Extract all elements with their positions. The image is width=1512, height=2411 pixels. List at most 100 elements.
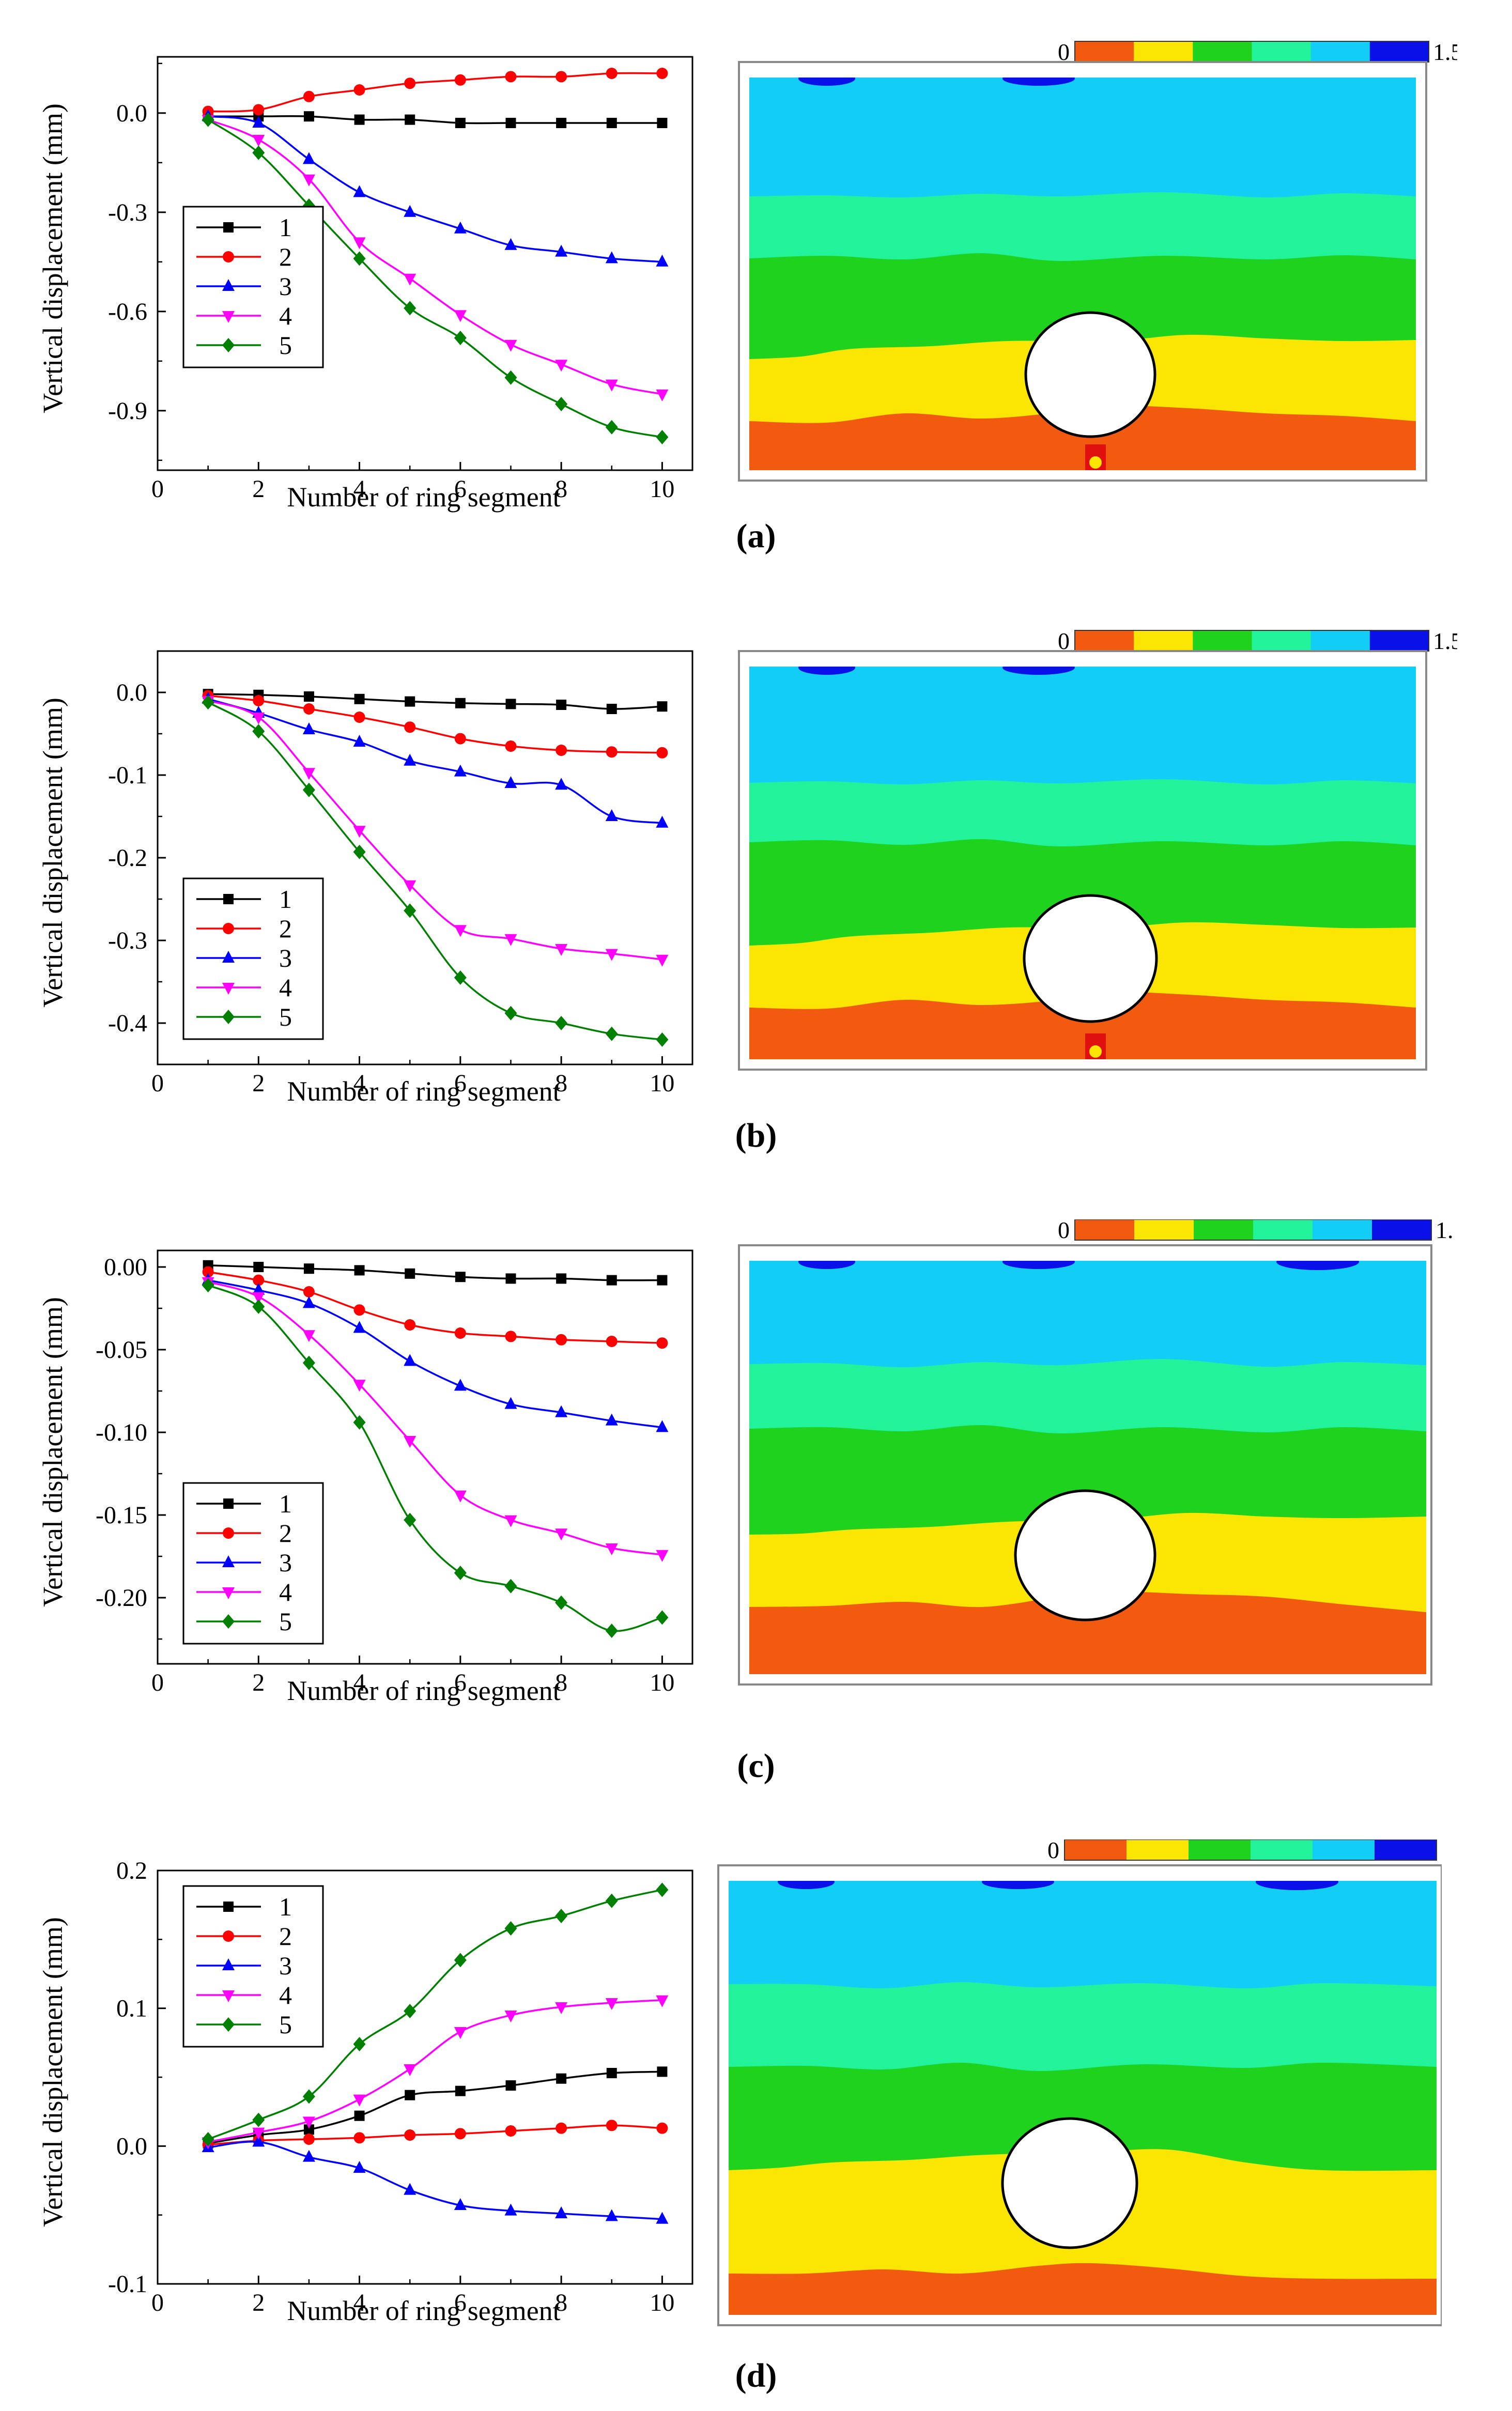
legend-label: 5 <box>279 1002 292 1031</box>
data-point <box>454 970 467 985</box>
data-point <box>656 389 669 401</box>
data-point <box>556 1334 567 1346</box>
data-point <box>605 1624 618 1638</box>
yellow-spot <box>1089 456 1102 469</box>
legend-item: 2 <box>196 242 292 271</box>
colorbar-segment <box>1310 41 1370 62</box>
data-point <box>353 2094 366 2107</box>
data-point <box>555 1528 568 1541</box>
data-point <box>605 2209 618 2221</box>
legend-label: 5 <box>279 2010 292 2039</box>
data-point <box>555 1405 568 1417</box>
x-tick-label: 4 <box>353 475 366 503</box>
legend-item: 3 <box>196 272 292 301</box>
data-point <box>656 1337 668 1349</box>
data-point <box>303 90 315 102</box>
x-tick-label: 6 <box>454 1669 467 1696</box>
data-point <box>605 949 618 961</box>
data-point <box>404 1319 416 1331</box>
data-point <box>555 244 568 257</box>
series-line <box>208 1279 662 1429</box>
data-point <box>504 2203 517 2216</box>
x-tick-label: 10 <box>650 2289 674 2316</box>
y-tick-label: 0.2 <box>116 1857 147 1884</box>
legend-marker <box>222 1010 235 1024</box>
x-tick-label: 2 <box>252 475 265 503</box>
x-axis-label: Number of ring segment <box>287 482 560 513</box>
data-point <box>606 68 618 79</box>
data-point <box>353 712 365 723</box>
y-axis-label: Vertical displacement (mm) <box>37 698 68 1008</box>
data-point <box>404 1436 416 1448</box>
data-point <box>454 1566 467 1580</box>
tunnel-opening <box>1023 894 1158 1023</box>
y-tick-label: 0.1 <box>116 1995 147 2022</box>
legend-item: 3 <box>196 1951 292 1980</box>
data-point <box>656 1610 669 1625</box>
data-point <box>353 844 366 859</box>
data-point <box>605 1998 618 2010</box>
contour-map-d: 01.5 <box>717 1840 1442 2326</box>
data-point <box>302 2089 315 2104</box>
colorbar-segment <box>1313 1840 1375 1860</box>
data-point <box>605 1413 618 1426</box>
data-point <box>504 776 517 788</box>
data-point <box>404 301 416 316</box>
series-line <box>207 1889 662 2140</box>
data-point <box>454 1379 467 1391</box>
y-axis-label: Vertical displacement (mm) <box>37 103 68 413</box>
data-point <box>555 2206 568 2218</box>
band-orange <box>749 1591 1426 1674</box>
data-point <box>302 152 315 164</box>
y-tick-label: -0.4 <box>108 1010 147 1037</box>
colorbar-segment <box>1134 41 1193 62</box>
data-point <box>303 691 314 702</box>
legend-marker <box>223 1902 234 1912</box>
series-line <box>208 72 662 113</box>
data-point <box>404 1354 416 1366</box>
data-point <box>353 2132 365 2144</box>
x-tick-label: 0 <box>151 1669 164 1696</box>
series-line <box>208 693 662 710</box>
data-point <box>354 1265 365 1276</box>
series-line <box>207 1284 662 1632</box>
data-point <box>252 2135 265 2147</box>
y-axis-label: Vertical displacement (mm) <box>37 1917 68 2227</box>
band-orange <box>729 2263 1437 2315</box>
plot-frame <box>157 1249 693 1665</box>
data-point <box>656 430 669 444</box>
colorbar-segment <box>1252 41 1312 62</box>
legend-marker <box>222 1614 235 1629</box>
data-point <box>454 221 467 234</box>
data-point <box>302 174 315 187</box>
legend-item: 5 <box>196 1607 292 1636</box>
x-tick-label: 8 <box>555 1669 567 1696</box>
data-point <box>505 740 517 752</box>
band-orange <box>749 405 1416 470</box>
y-tick-label: -0.6 <box>108 298 147 326</box>
data-point <box>555 944 568 956</box>
legend-marker <box>222 1555 235 1567</box>
data-point <box>202 2132 214 2146</box>
data-point <box>504 934 517 946</box>
data-point <box>605 420 618 435</box>
data-point <box>455 118 466 128</box>
data-point <box>353 1304 365 1316</box>
data-point <box>404 2129 416 2141</box>
data-point <box>353 237 366 250</box>
data-point <box>252 135 265 147</box>
legend-item: 5 <box>196 1002 292 1031</box>
colorbar-max-label: 1.5 <box>1436 1219 1452 1243</box>
colorbar-min-label: 0 <box>1058 39 1070 65</box>
data-point <box>504 339 517 352</box>
data-point <box>505 1331 517 1342</box>
data-point <box>253 1274 265 1286</box>
data-point <box>353 84 365 96</box>
data-point <box>556 745 567 756</box>
series-5 <box>202 1278 669 1638</box>
colorbar-segment <box>1372 1219 1432 1240</box>
data-point <box>605 1026 618 1041</box>
blue-patch <box>1002 667 1075 675</box>
